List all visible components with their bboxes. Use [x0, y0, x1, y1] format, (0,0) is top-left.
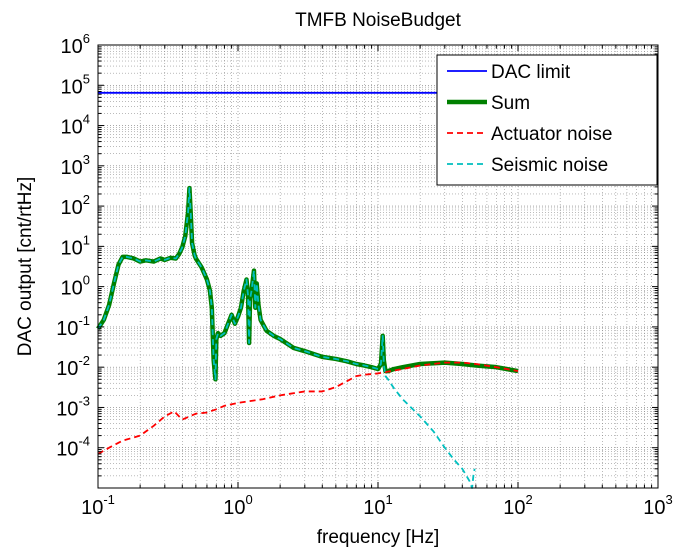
- series-line-actuator-noise: [97, 361, 519, 455]
- y-tick-label-base: 10: [61, 76, 83, 98]
- legend-label: DAC limit: [491, 62, 571, 83]
- x-tick-label: 102: [503, 492, 532, 519]
- ticks: [97, 44, 659, 489]
- x-tick-label-base: 10: [503, 497, 525, 519]
- x-axis-title: frequency [Hz]: [317, 527, 440, 548]
- y-tick-label: 106: [61, 31, 90, 58]
- y-tick-label-exponent: 3: [83, 152, 90, 167]
- x-tick-labels: 10-1 100 101 102 103: [81, 492, 673, 519]
- y-tick-label-exponent: -4: [78, 434, 90, 449]
- x-tick-label-exponent: 0: [246, 492, 253, 507]
- y-tick-label-exponent: 2: [83, 192, 90, 207]
- legend-label: Actuator noise: [491, 124, 612, 145]
- y-tick-label-base: 10: [61, 278, 83, 300]
- x-tick-label-base: 10: [81, 497, 103, 519]
- y-tick-label-exponent: 0: [83, 273, 90, 288]
- y-tick-label-base: 10: [61, 36, 83, 58]
- y-tick-label-base: 10: [56, 318, 78, 340]
- y-tick-label-base: 10: [56, 439, 78, 461]
- y-tick-label-base: 10: [61, 157, 83, 179]
- y-tick-label-exponent: -2: [78, 353, 90, 368]
- y-tick-label: 100: [61, 273, 90, 300]
- y-tick-label: 101: [61, 232, 90, 259]
- x-tick-label-base: 10: [223, 497, 245, 519]
- x-tick-label: 10-1: [81, 492, 115, 519]
- legend: DAC limit Sum Actuator noise Seismic noise: [436, 54, 658, 186]
- y-tick-label-base: 10: [61, 237, 83, 259]
- legend-box: [436, 54, 658, 186]
- x-tick-label-exponent: 3: [666, 492, 673, 507]
- y-tick-label-exponent: 5: [83, 71, 90, 86]
- y-axis-title: DAC output [cnt/rtHz]: [15, 177, 36, 357]
- grid: [98, 45, 658, 488]
- x-tick-label-base: 10: [643, 497, 665, 519]
- y-tick-label: 10-1: [56, 313, 90, 340]
- y-tick-label: 10-4: [56, 434, 90, 461]
- y-tick-label: 104: [61, 112, 90, 139]
- y-tick-label-exponent: 1: [83, 232, 90, 247]
- y-tick-label: 10-2: [56, 353, 90, 380]
- chart-title: TMFB NoiseBudget: [295, 10, 462, 31]
- y-tick-label-exponent: 4: [83, 112, 90, 127]
- y-tick-label: 105: [61, 71, 90, 98]
- y-tick-label-base: 10: [61, 197, 83, 219]
- y-tick-label-base: 10: [61, 117, 83, 139]
- legend-label: Sum: [491, 93, 530, 114]
- x-tick-label: 103: [643, 492, 672, 519]
- y-tick-label-base: 10: [56, 398, 78, 420]
- y-tick-label: 103: [61, 152, 90, 179]
- y-tick-label-base: 10: [56, 358, 78, 380]
- y-tick-label-exponent: -1: [78, 313, 90, 328]
- x-tick-label-exponent: 2: [526, 492, 533, 507]
- y-tick-label: 102: [61, 192, 90, 219]
- x-tick-label: 101: [363, 492, 392, 519]
- x-tick-label: 100: [223, 492, 252, 519]
- x-tick-label-base: 10: [363, 497, 385, 519]
- x-tick-label-exponent: -1: [103, 492, 115, 507]
- legend-label: Seismic noise: [491, 155, 608, 176]
- y-tick-label-exponent: -3: [78, 393, 90, 408]
- x-tick-label-exponent: 1: [386, 492, 393, 507]
- y-tick-label-exponent: 6: [83, 31, 90, 46]
- y-tick-label: 10-3: [56, 393, 90, 420]
